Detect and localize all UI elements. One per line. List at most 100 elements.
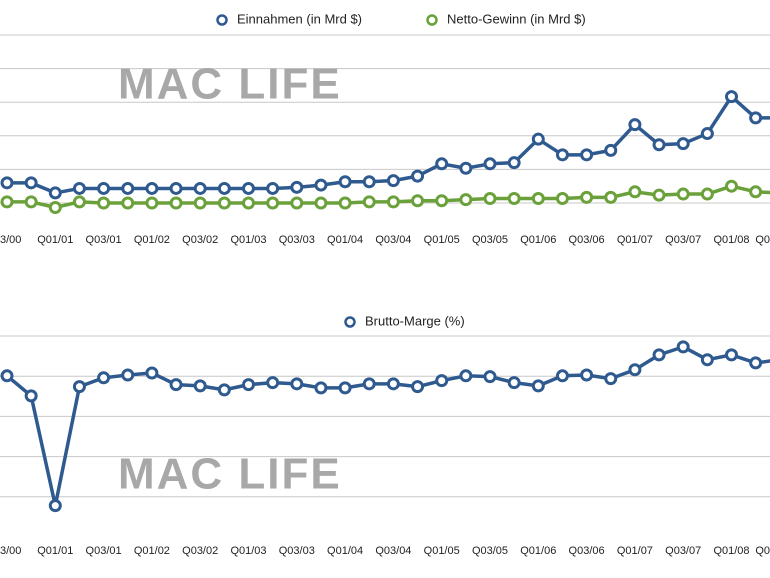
data-point [169, 196, 183, 210]
x-tick-label: 3/00 [0, 234, 21, 246]
x-tick-label: Q01/02 [134, 234, 170, 246]
watermark: MAC LIFE [118, 450, 342, 499]
data-point [628, 118, 642, 132]
data-point [459, 193, 473, 207]
data-point [266, 181, 280, 195]
data-point [145, 366, 159, 380]
legend-label: Brutto-Marge (%) [365, 313, 465, 328]
data-point [749, 356, 763, 370]
data-point [121, 181, 135, 195]
data-point [242, 196, 255, 210]
data-point [217, 196, 231, 210]
x-tick-label: Q03/04 [375, 545, 411, 557]
data-point [242, 378, 255, 392]
data-point [386, 195, 400, 209]
data-point [314, 196, 328, 210]
data-point [483, 192, 497, 206]
data-point [362, 377, 376, 391]
data-point [652, 138, 666, 152]
legend-marker [426, 14, 438, 26]
x-tick-label: Q01/03 [230, 545, 266, 557]
data-point [169, 378, 183, 392]
data-point [72, 380, 86, 394]
data-point [24, 195, 38, 209]
data-point [24, 389, 38, 403]
x-tick-label: Q03/06 [569, 545, 605, 557]
x-tick-label: Q03/02 [182, 234, 218, 246]
x-tick-label: Q03/07 [665, 234, 701, 246]
x-tick-label: Q01/01 [37, 545, 73, 557]
data-point [531, 192, 545, 206]
x-tick-label: 3/00 [0, 545, 21, 557]
data-point [531, 132, 545, 146]
data-point [145, 196, 159, 210]
data-point [97, 371, 111, 385]
data-point [435, 194, 449, 208]
data-point [290, 196, 304, 210]
data-point [604, 190, 618, 204]
data-point [725, 179, 738, 193]
data-point [700, 127, 714, 141]
data-point [314, 381, 328, 395]
data-point [411, 169, 425, 183]
watermark: MAC LIFE [118, 60, 342, 109]
data-point [72, 181, 86, 195]
data-point [121, 368, 135, 382]
x-tick-label: Q03/07 [665, 545, 701, 557]
data-point [725, 90, 738, 104]
data-point [580, 368, 594, 382]
x-tick-label: Q03/02 [182, 545, 218, 557]
data-point [48, 200, 62, 214]
x-tick-label: Q01/07 [617, 545, 653, 557]
data-point [676, 187, 690, 201]
data-point [700, 187, 714, 201]
data-point [652, 348, 666, 362]
data-point [604, 372, 618, 386]
data-point [193, 181, 207, 195]
data-point [555, 369, 569, 383]
data-point [652, 188, 666, 202]
data-point [676, 137, 690, 151]
data-point [97, 196, 111, 210]
data-point [193, 379, 207, 393]
data-point [435, 157, 449, 171]
data-point [266, 196, 280, 210]
x-tick-label: Q03/06 [569, 234, 605, 246]
data-point [749, 185, 763, 199]
data-point [169, 181, 183, 195]
x-tick-label: Q01/04 [327, 545, 363, 557]
x-tick-label: Q01/05 [424, 545, 460, 557]
data-point [0, 195, 14, 209]
data-point [362, 175, 376, 189]
x-tick-label: Q01/06 [520, 545, 556, 557]
data-point [555, 148, 569, 162]
data-point [0, 369, 14, 383]
data-point [314, 178, 328, 192]
data-point [483, 370, 497, 384]
data-point [700, 353, 714, 367]
data-point [531, 379, 545, 393]
data-point [266, 376, 280, 390]
legend-marker [344, 316, 356, 328]
data-point [362, 195, 376, 209]
x-tick-label: Q03/01 [86, 234, 122, 246]
data-point [628, 185, 642, 199]
data-point [411, 380, 425, 394]
data-point [604, 143, 618, 157]
data-point [193, 196, 207, 210]
data-point [580, 190, 594, 204]
x-tick-label: Q03/01 [86, 545, 122, 557]
data-point [145, 181, 159, 195]
data-point [749, 111, 763, 125]
x-tick-label: Q01/03 [230, 234, 266, 246]
data-point [386, 377, 400, 391]
x-tick-label: Q03/03 [279, 234, 315, 246]
x-tick-label: Q03/04 [375, 234, 411, 246]
x-tick-label: Q01/05 [424, 234, 460, 246]
data-point [555, 192, 569, 206]
data-point [338, 196, 352, 210]
x-tick-label: Q03/05 [472, 234, 508, 246]
x-tick-label: Q03/03 [279, 545, 315, 557]
legend-label: Netto-Gewinn (in Mrd $) [447, 11, 586, 26]
data-point [72, 195, 86, 209]
